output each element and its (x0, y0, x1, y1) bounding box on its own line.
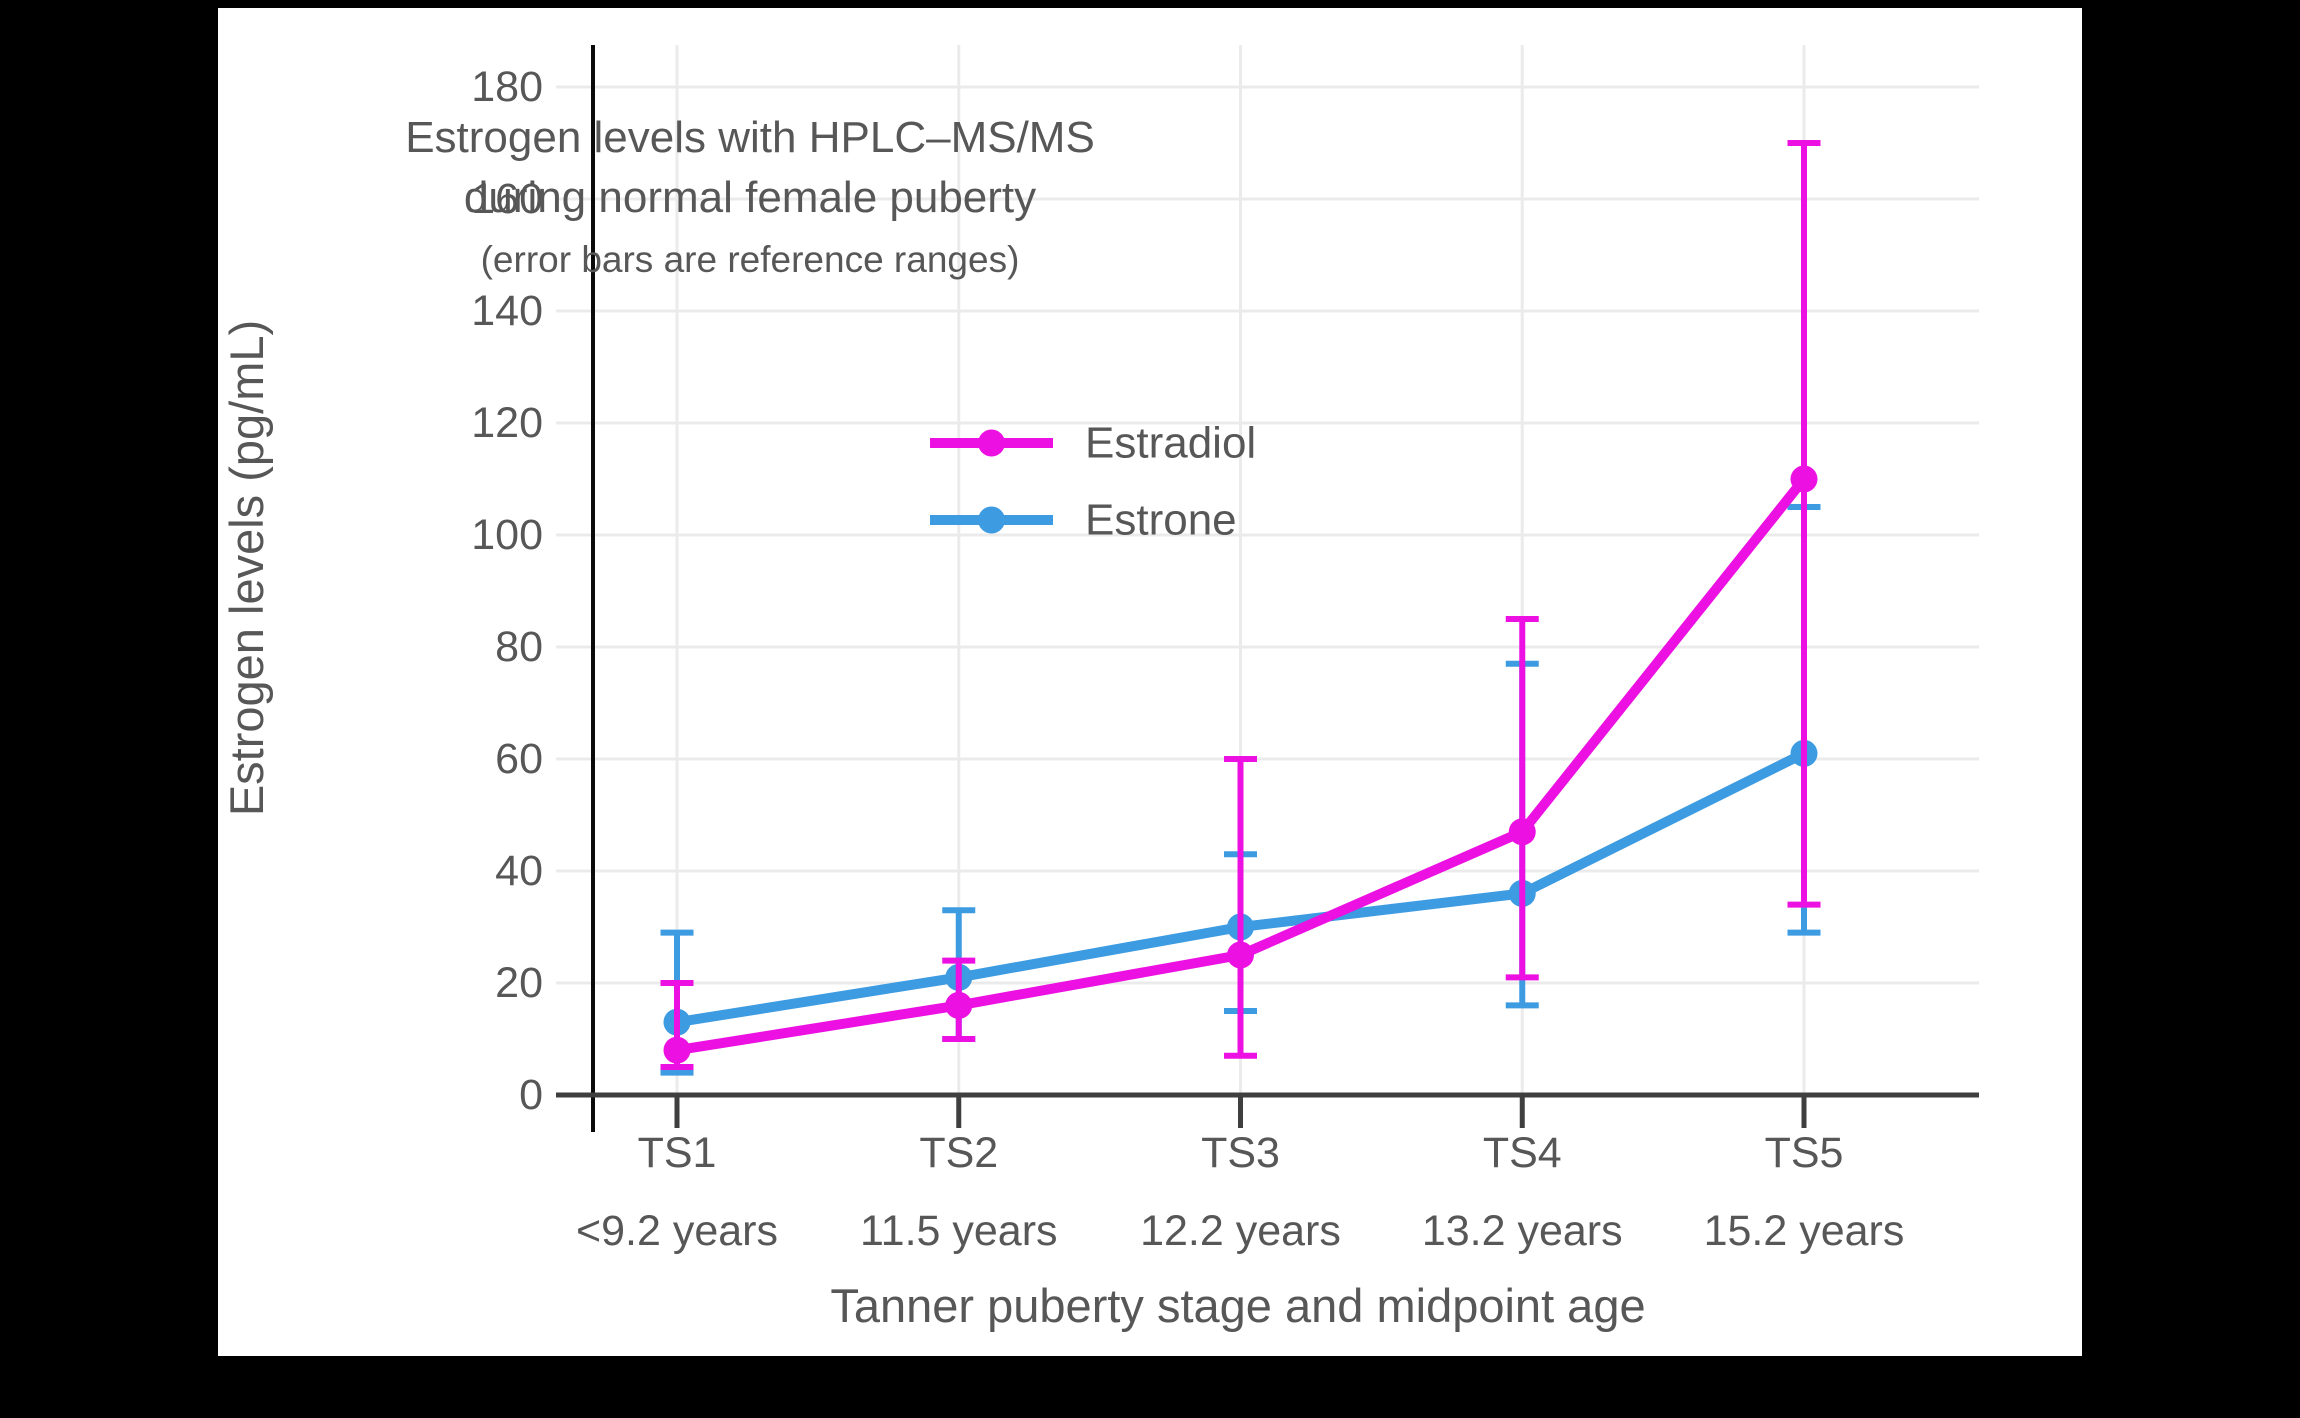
chart-title-line2: during normal female puberty (464, 173, 1036, 222)
y-tick-label: 0 (519, 1071, 543, 1119)
legend-label: Estrone (1085, 496, 1237, 545)
chart-title-line1: Estrogen levels with HPLC–MS/MS (405, 113, 1095, 162)
data-point (663, 1036, 691, 1064)
chart-subtitle: (error bars are reference ranges) (481, 239, 1020, 280)
x-tick-sublabel: <9.2 years (576, 1207, 778, 1255)
x-tick-label: TS5 (1765, 1129, 1844, 1177)
legend-swatch-dot (978, 506, 1005, 534)
legend-item-estrone: Estrone (930, 496, 1237, 545)
x-tick-sublabel: 13.2 years (1422, 1207, 1623, 1255)
series-estradiol (660, 140, 1821, 1070)
y-tick-label: 20 (495, 959, 543, 1007)
legend-label: Estradiol (1085, 419, 1256, 468)
legend-swatch-dot (978, 429, 1005, 457)
legend-item-estradiol: Estradiol (930, 419, 1256, 468)
y-tick-label: 120 (471, 399, 543, 447)
y-tick-label: 140 (471, 287, 543, 335)
x-axis-title: Tanner puberty stage and midpoint age (830, 1279, 1645, 1332)
y-tick-label: 160 (471, 175, 543, 223)
data-point (1790, 465, 1818, 493)
y-tick-label: 40 (495, 847, 543, 895)
chart-background (218, 8, 2082, 1356)
y-axis-title: Estrogen levels (pg/mL) (220, 320, 273, 816)
x-tick-label: TS4 (1483, 1129, 1562, 1177)
y-tick-label: 100 (471, 511, 543, 559)
y-tick-label: 80 (495, 623, 543, 671)
x-tick-sublabel: 12.2 years (1140, 1207, 1341, 1255)
data-point (1227, 941, 1254, 969)
x-tick-sublabel: 11.5 years (860, 1207, 1058, 1255)
x-tick-label: TS2 (919, 1129, 998, 1177)
x-tick-label: TS3 (1201, 1129, 1280, 1177)
x-tick-sublabel: 15.2 years (1704, 1207, 1905, 1255)
y-tick-label: 60 (495, 735, 543, 783)
data-point (1508, 818, 1536, 846)
data-point (945, 991, 973, 1019)
y-tick-label: 180 (471, 63, 543, 111)
x-tick-label: TS1 (638, 1129, 717, 1177)
